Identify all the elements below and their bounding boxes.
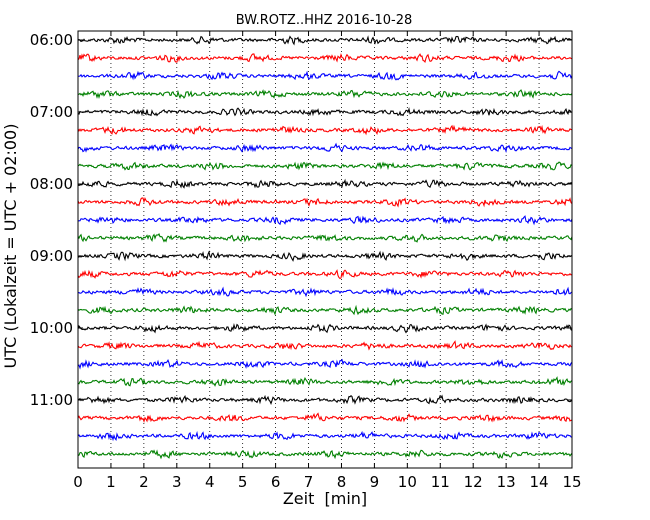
seismic-trace [77,449,573,460]
seismic-trace [77,394,573,405]
x-tick-label: 4 [205,473,215,491]
y-tick-label: 07:00 [30,103,73,121]
x-tick-label: 7 [304,473,314,491]
seismic-trace [77,358,573,370]
seismic-trace [77,286,573,298]
x-tick-label: 2 [139,473,149,491]
x-tick-label: 14 [530,473,549,491]
y-tick-label: 09:00 [30,247,73,265]
seismic-trace [77,70,573,81]
seismic-trace [77,412,573,424]
x-tick-label: 13 [497,473,516,491]
seismic-trace [77,340,573,351]
seismic-trace [77,215,573,226]
seismic-trace [77,269,573,280]
seismic-trace [77,376,573,387]
x-tick-label: 15 [562,473,581,491]
seismic-trace [77,142,573,154]
x-tick-label: 10 [398,473,417,491]
y-tick-label: 11:00 [30,391,73,409]
x-tick-label: 8 [337,473,347,491]
y-tick-label: 10:00 [30,319,73,337]
seismic-trace [77,196,573,208]
x-axis-label: Zeit [min] [283,489,367,508]
seismic-trace [77,161,573,171]
seismic-trace [77,304,573,316]
x-tick-label: 6 [271,473,281,491]
seismic-trace [77,430,573,442]
y-tick-label: 06:00 [30,31,73,49]
seismic-trace [77,35,573,46]
plot-frame [77,30,573,469]
x-tick-label: 11 [431,473,450,491]
seismic-trace [77,250,573,262]
y-tick-label: 08:00 [30,175,73,193]
seismic-trace [77,178,573,189]
seismic-trace [77,322,573,334]
grid-lines [110,31,540,468]
seismic-trace [77,89,573,100]
seismic-trace [77,106,573,117]
chart-title: BW.ROTZ..HHZ 2016-10-28 [236,13,412,28]
seismic-trace [77,124,573,136]
x-axis-ticks: 0 1 2 3 4 5 6 7 8 9 10 11 12 13 14 15 [73,31,582,491]
trace-group [77,35,573,460]
seismic-trace [77,53,573,64]
seismic-trace [77,233,573,243]
x-tick-label: 1 [106,473,116,491]
y-axis-label: UTC (Lokalzeit = UTC + 02:00) [1,124,20,369]
x-tick-label: 3 [172,473,182,491]
x-tick-label: 9 [370,473,380,491]
y-axis-ticks: 06:00 07:00 08:00 09:00 10:00 11:00 [30,31,572,409]
x-tick-label: 0 [73,473,83,491]
x-tick-label: 12 [464,473,483,491]
x-tick-label: 5 [238,473,248,491]
